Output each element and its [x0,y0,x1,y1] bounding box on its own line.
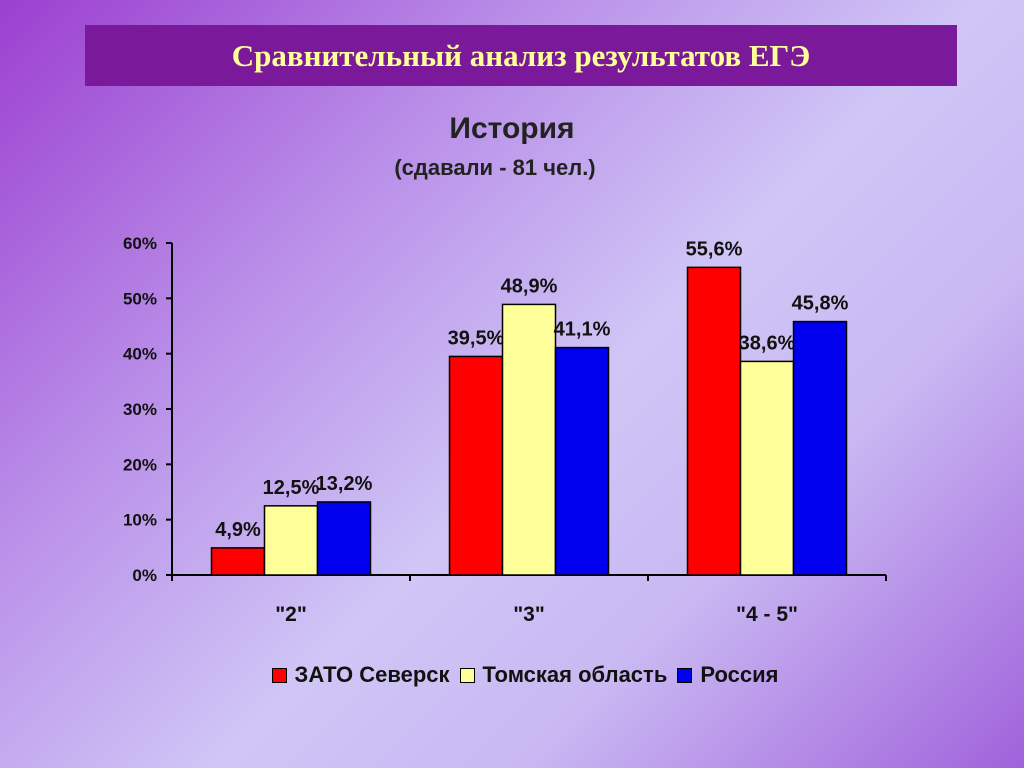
chart-subtitle: (сдавали - 81 чел.) [394,155,596,180]
chart-title: История [449,112,575,145]
data-label: 55,6% [686,238,743,260]
x-category-label: "4 - 5" [736,603,798,626]
data-label: 4,9% [215,519,261,541]
bar [210,547,266,576]
legend-item-russia: Россия [677,662,778,688]
y-tick-label: 20% [123,455,157,474]
bar [792,320,848,576]
legend-item-tomsk: Томская область [459,662,668,688]
bar [316,501,372,576]
data-label: 45,8% [792,293,849,315]
legend-item-severs: ЗАТО Северск [271,662,450,688]
y-tick-label: 50% [123,289,157,308]
legend-swatch-severs [271,667,287,683]
y-tick-label: 60% [123,234,157,253]
bar [448,355,504,576]
page-title: Сравнительный анализ результатов ЕГЭ [231,37,811,73]
bar [263,505,319,576]
data-label: 12,5% [263,477,320,499]
data-label: 41,1% [554,319,611,341]
data-label: 13,2% [316,473,373,495]
bar [739,360,795,576]
legend-swatch-russia [677,667,693,683]
legend: ЗАТО Северск Томская область Россия [0,662,1024,688]
data-label: 39,5% [448,327,505,349]
y-tick-label: 40% [123,345,157,364]
bar [501,303,557,576]
bar [554,346,610,576]
bar [686,266,742,576]
x-category-label: "3" [513,603,545,626]
data-label: 48,9% [501,275,558,297]
y-tick-label: 0% [132,566,157,585]
legend-swatch-tomsk [459,667,475,683]
legend-label: Томская область [482,662,668,687]
data-label: 38,6% [739,332,796,354]
title-banner: Сравнительный анализ результатов ЕГЭ [85,25,957,86]
y-tick-label: 10% [123,511,157,530]
x-category-label: "2" [275,603,307,626]
y-tick-label: 30% [123,400,157,419]
legend-label: ЗАТО Северск [294,662,450,687]
legend-label: Россия [700,662,779,687]
